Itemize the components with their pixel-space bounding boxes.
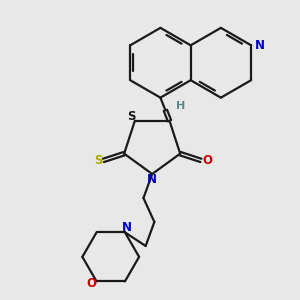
Text: N: N: [254, 39, 264, 52]
Text: O: O: [86, 277, 96, 290]
Text: S: S: [128, 110, 136, 123]
Text: N: N: [147, 173, 157, 186]
Text: O: O: [202, 154, 212, 167]
Text: N: N: [122, 221, 132, 235]
Text: H: H: [176, 100, 185, 111]
Text: S: S: [94, 154, 102, 167]
